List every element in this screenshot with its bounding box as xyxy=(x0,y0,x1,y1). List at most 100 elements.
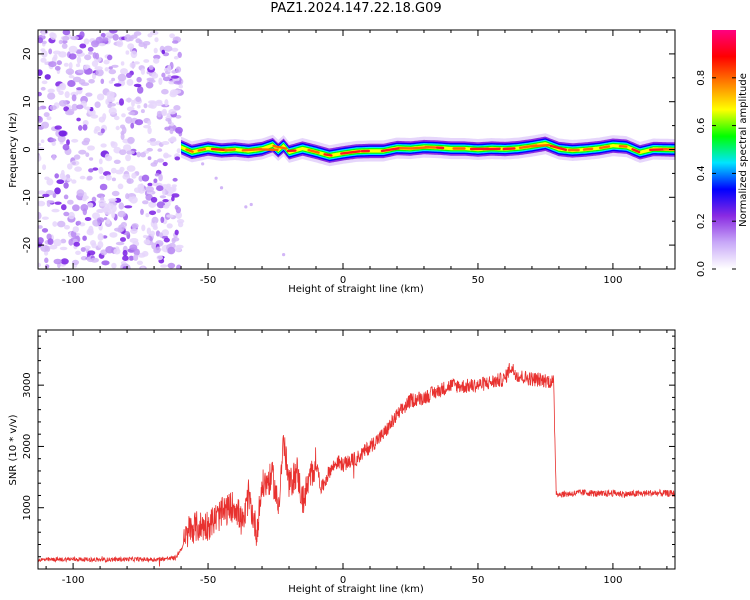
noise-blob xyxy=(169,128,174,135)
noise-blob xyxy=(80,82,90,86)
noise-blob xyxy=(153,160,159,165)
noise-blob xyxy=(38,91,42,97)
noise-blob xyxy=(50,138,57,142)
noise-blob xyxy=(40,48,46,52)
noise-blob xyxy=(62,30,71,36)
noise-blob xyxy=(97,241,104,249)
noise-blob xyxy=(126,165,136,172)
noise-blob xyxy=(175,66,182,73)
noise-blob xyxy=(214,176,218,180)
snr-panel: -100 -50 0 50 100 1000 2000 3000 Height of stra… xyxy=(8,329,676,595)
noise-blob xyxy=(71,138,79,143)
noise-blob xyxy=(65,110,74,116)
noise-blob xyxy=(114,115,120,121)
noise-blob xyxy=(46,178,54,186)
noise-blob xyxy=(92,167,99,171)
noise-blob xyxy=(60,258,69,265)
x-tick-label: 100 xyxy=(603,575,622,586)
noise-blob xyxy=(80,204,89,212)
noise-blob xyxy=(124,34,132,42)
noise-blob xyxy=(87,202,94,208)
signal-peak xyxy=(549,144,568,152)
snr-ylabel: SNR (10 * v/v) xyxy=(8,414,19,485)
y-tick-label: 3000 xyxy=(22,372,33,397)
noise-blob xyxy=(117,210,126,218)
x-tick-label: 50 xyxy=(472,275,485,286)
noise-blob xyxy=(146,227,152,235)
noise-blob xyxy=(249,202,253,207)
noise-blob xyxy=(171,238,176,244)
noise-blob xyxy=(58,39,63,45)
noise-blob xyxy=(41,228,49,233)
noise-blob xyxy=(71,103,78,111)
spectrogram-ylabel: Frequency (Hz) xyxy=(8,112,19,188)
noise-blob xyxy=(161,49,166,55)
noise-blob xyxy=(77,69,85,74)
colorbar-label: Normalized spectral amplitude xyxy=(738,73,749,227)
noise-blob xyxy=(131,99,135,107)
noise-blob xyxy=(166,214,174,218)
noise-blob xyxy=(70,91,79,97)
noise-blob xyxy=(113,159,121,164)
noise-blob xyxy=(108,198,117,202)
noise-blob xyxy=(98,166,104,175)
noise-blob xyxy=(126,78,134,86)
noise-blob xyxy=(96,93,105,101)
signal-peak xyxy=(224,148,237,152)
noise-blob xyxy=(44,74,51,80)
noise-blob xyxy=(133,83,142,88)
noise-blob xyxy=(177,51,182,59)
noise-blob xyxy=(177,221,184,228)
noise-blob xyxy=(128,111,136,116)
noise-blob xyxy=(102,235,108,239)
noise-blob xyxy=(44,61,49,65)
noise-blob xyxy=(88,225,94,234)
noise-blob xyxy=(171,193,180,198)
noise-blob xyxy=(71,179,77,184)
noise-blob xyxy=(59,246,68,251)
noise-blob xyxy=(147,33,153,38)
noise-blob xyxy=(175,114,182,119)
noise-blob xyxy=(54,173,59,179)
noise-blob xyxy=(162,199,169,203)
noise-blob xyxy=(125,193,130,200)
noise-blob xyxy=(147,156,152,161)
noise-blob xyxy=(172,40,179,44)
noise-blob xyxy=(38,190,46,195)
noise-blob xyxy=(91,196,97,203)
colorbar-tick-label: 0.0 xyxy=(696,261,707,277)
noise-blob xyxy=(90,257,99,263)
noise-blob xyxy=(153,222,158,229)
noise-blob xyxy=(71,94,77,102)
noise-blob xyxy=(164,99,169,107)
noise-blob xyxy=(131,172,137,179)
spectrogram-xlabel: Height of straight line (km) xyxy=(288,284,424,295)
signal-peak xyxy=(307,148,320,154)
noise-blob xyxy=(161,72,166,78)
noise-blob xyxy=(111,262,117,269)
noise-blob xyxy=(151,216,159,224)
noise-blob xyxy=(38,69,43,76)
noise-blob xyxy=(92,72,96,80)
noise-blob xyxy=(126,106,135,112)
colorbar: 0.0 0.2 0.4 0.6 0.8 Normalized spectral ampl… xyxy=(696,30,749,277)
noise-blob xyxy=(94,126,101,132)
noise-blob xyxy=(116,40,124,48)
noise-blob xyxy=(38,106,43,111)
noise-blob xyxy=(158,173,163,182)
noise-blob xyxy=(133,248,140,256)
noise-blob xyxy=(74,166,82,172)
snr-series-line xyxy=(38,363,675,567)
noise-blob xyxy=(153,47,158,54)
noise-blob xyxy=(129,62,136,69)
noise-blob xyxy=(100,143,107,148)
noise-blob xyxy=(67,80,76,87)
noise-blob xyxy=(42,193,50,198)
noise-blob xyxy=(41,40,47,45)
noise-blob xyxy=(153,58,160,64)
noise-blob xyxy=(125,154,132,162)
noise-blob xyxy=(38,142,42,147)
noise-blob xyxy=(48,61,57,68)
noise-blob xyxy=(125,50,130,55)
